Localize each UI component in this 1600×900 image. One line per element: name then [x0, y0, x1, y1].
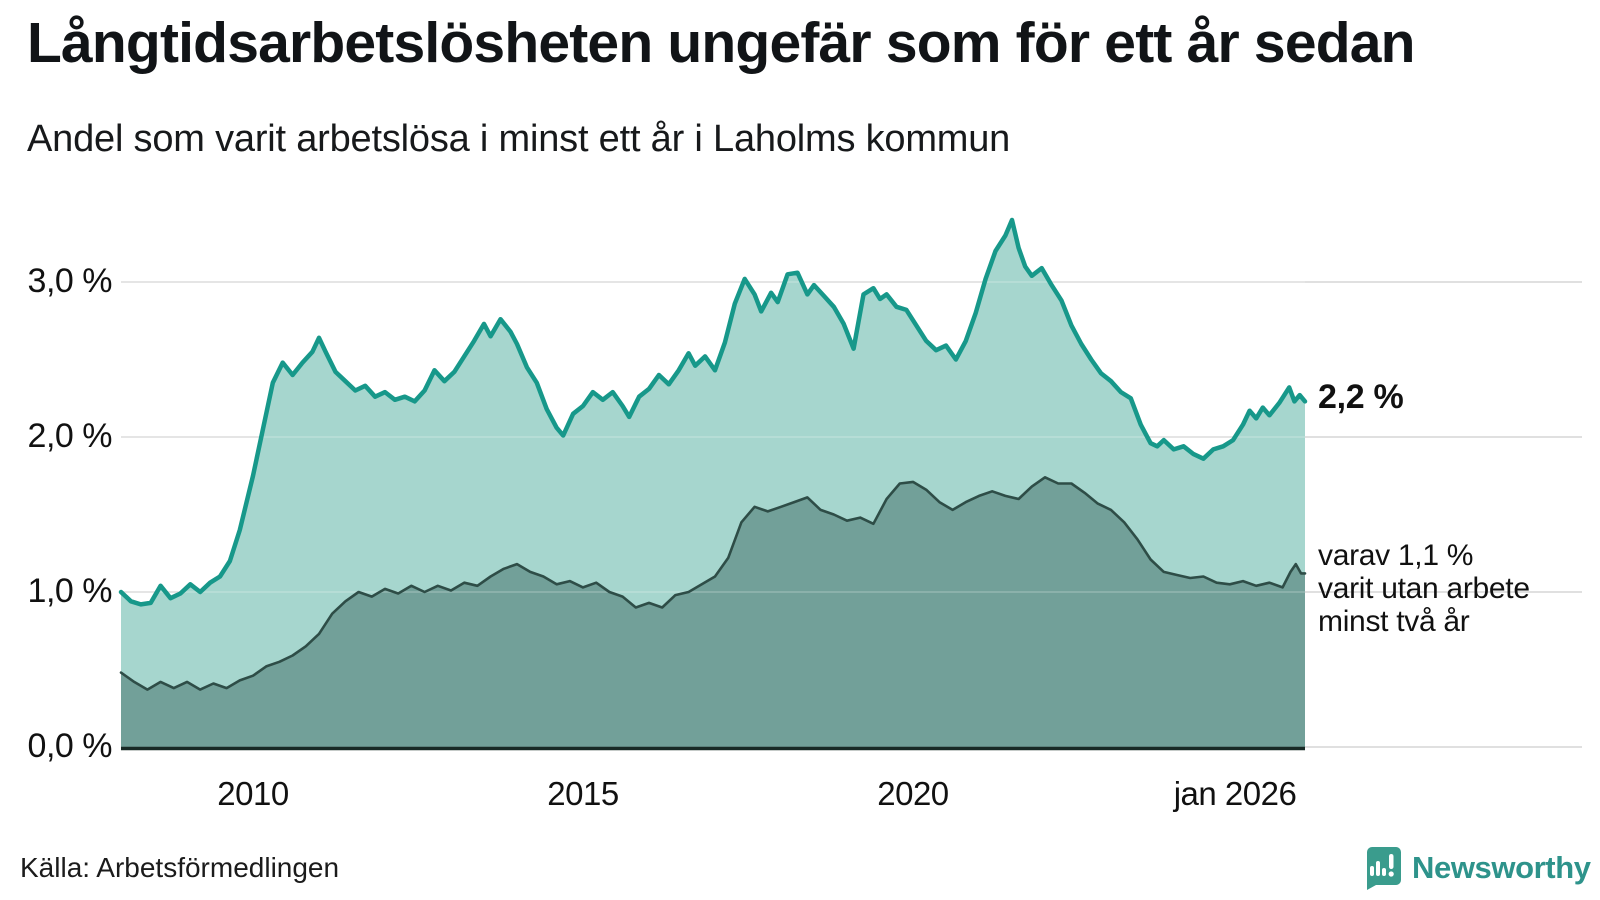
area-2yr [121, 477, 1305, 747]
line-1yr [118, 217, 1308, 607]
newsworthy-wordmark: Newsworthy [1412, 850, 1591, 885]
breakdown-annotation: varav 1,1 % varit utan arbete minst två år [1318, 539, 1530, 638]
breakdown-line: varav 1,1 % [1318, 539, 1474, 573]
line-2yr [119, 475, 1307, 691]
y-tick-2: 2,0 % [27, 417, 113, 455]
source-caption: Källa: Arbetsförmedlingen [20, 852, 340, 883]
y-tick-3: 3,0 % [27, 262, 113, 300]
chart-title: Långtidsarbetslösheten ungefär som för e… [27, 11, 1415, 75]
x-tick-jan-2026: jan 2026 [1173, 775, 1297, 812]
x-tick-2010: 2010 [217, 775, 289, 812]
y-tick-1: 1,0 % [27, 572, 113, 610]
x-tick-2020: 2020 [877, 775, 949, 812]
y-tick-0: 0,0 % [27, 727, 113, 765]
newsworthy-logo[interactable]: Newsworthy [1362, 846, 1591, 890]
breakdown-line: minst två år [1318, 605, 1470, 639]
breakdown-line: varit utan arbete [1318, 572, 1530, 606]
chart-subtitle: Andel som varit arbetslösa i minst ett å… [27, 118, 1011, 160]
x-tick-2015: 2015 [547, 775, 619, 812]
series-end-value-label: 2,2 % [1318, 378, 1404, 417]
newsworthy-bubble-icon [1367, 847, 1401, 890]
